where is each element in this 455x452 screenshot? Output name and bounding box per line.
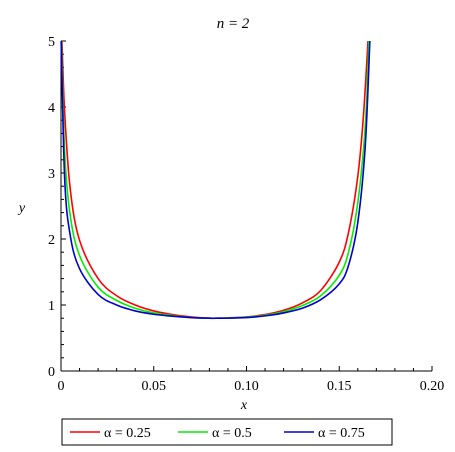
x-tick-label: 0.20	[420, 379, 445, 394]
x-tick-label: 0.05	[142, 379, 167, 394]
x-tick-label: 0.10	[234, 379, 259, 394]
legend: α = 0.25 α = 0.5 α = 0.75	[61, 418, 393, 446]
legend-label-1: α = 0.25	[104, 426, 151, 441]
y-tick-label: 0	[48, 365, 55, 380]
x-tick-label: 0	[58, 379, 65, 394]
legend-box	[61, 418, 393, 446]
series-line-1	[61, 40, 369, 320]
y-tick-label: 5	[48, 35, 55, 50]
y-tick-label: 3	[48, 167, 55, 182]
series-line-2	[60, 40, 370, 320]
plot-area: 0 0.05 0.10 0.15 0.20 0 1 2 3 4 5	[48, 35, 444, 394]
y-axis-label: y	[17, 201, 26, 216]
axis-ticks	[60, 40, 433, 372]
y-tick-label: 2	[48, 233, 55, 248]
axis-tick-labels: 0 0.05 0.10 0.15 0.20 0 1 2 3 4 5	[48, 35, 444, 394]
x-axis-label: x	[240, 398, 248, 413]
y-tick-label: 1	[48, 299, 55, 314]
chart-title: n = 2	[217, 16, 250, 32]
series-lines	[60, 40, 371, 320]
legend-items: α = 0.25 α = 0.5 α = 0.75	[70, 426, 365, 441]
series-line-3	[60, 40, 371, 320]
y-tick-label: 4	[48, 101, 55, 116]
legend-label-2: α = 0.5	[212, 426, 252, 441]
x-tick-label: 0.15	[327, 379, 352, 394]
legend-label-3: α = 0.75	[318, 426, 365, 441]
